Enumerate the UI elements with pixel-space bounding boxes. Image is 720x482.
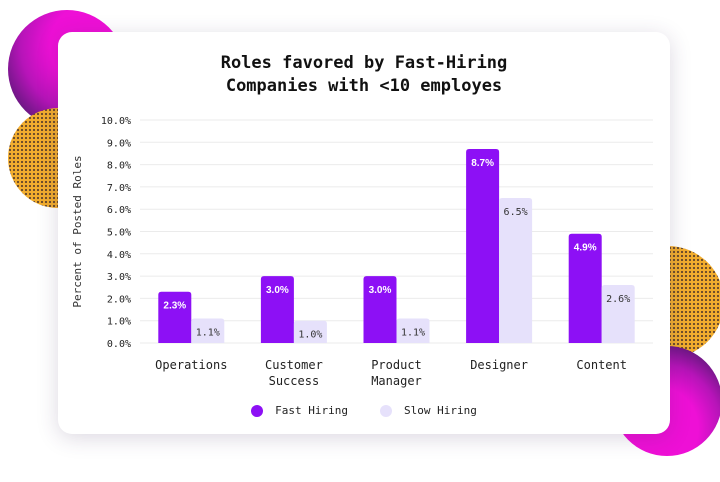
bar-fast-hiring xyxy=(568,233,602,343)
x-tick-label: Product xyxy=(371,358,422,372)
y-tick-label: 3.0% xyxy=(107,272,131,283)
data-label-slow-hiring: 2.6% xyxy=(606,294,630,305)
y-tick-label: 2.0% xyxy=(107,294,131,305)
chart-title-line-1: Roles favored by Fast-Hiring xyxy=(220,53,508,73)
chart-title: Roles favored by Fast-Hiring Companies w… xyxy=(58,52,670,98)
bar-slow-hiring xyxy=(396,318,430,343)
bar-fast-hiring xyxy=(158,291,192,343)
y-tick-label: 10.0% xyxy=(101,116,131,127)
y-tick-label: 4.0% xyxy=(107,250,131,261)
y-tick-label: 8.0% xyxy=(107,161,131,172)
y-tick-label: 0.0% xyxy=(107,339,131,350)
data-label-slow-hiring: 6.5% xyxy=(504,207,528,218)
legend-item-slow-hiring[interactable]: Slow Hiring xyxy=(380,404,477,417)
y-tick-label: 7.0% xyxy=(107,183,131,194)
y-tick-label: 6.0% xyxy=(107,205,131,216)
legend-label-fast-hiring: Fast Hiring xyxy=(275,404,348,417)
legend-item-fast-hiring[interactable]: Fast Hiring xyxy=(251,404,348,417)
legend: Fast Hiring Slow Hiring xyxy=(58,404,670,417)
x-tick-label: Manager xyxy=(371,374,422,388)
x-tick-label: Success xyxy=(269,374,320,388)
bar-fast-hiring xyxy=(466,148,500,343)
data-label-fast-hiring: 3.0% xyxy=(369,285,392,296)
y-tick-label: 1.0% xyxy=(107,317,131,328)
x-tick-label: Content xyxy=(576,358,627,372)
x-tick-label: Customer xyxy=(265,358,323,372)
y-axis-label: Percent of Posted Roles xyxy=(71,155,84,307)
bar-fast-hiring xyxy=(363,276,397,343)
data-label-fast-hiring: 3.0% xyxy=(266,285,289,296)
legend-label-slow-hiring: Slow Hiring xyxy=(404,404,477,417)
bar-slow-hiring xyxy=(601,285,635,343)
legend-swatch-slow-hiring xyxy=(380,404,392,417)
bar-chart: 0.0% 1.0% 2.0% 3.0% 4.0% 5.0% 6.0% 7.0% 8.0% 9.0%… xyxy=(71,116,653,388)
x-tick-label: Operations xyxy=(155,358,227,372)
chart-card: Roles favored by Fast-Hiring Companies w… xyxy=(58,32,670,434)
data-label-fast-hiring: 4.9% xyxy=(574,243,597,254)
data-label-fast-hiring: 8.7% xyxy=(471,158,494,169)
bar-slow-hiring xyxy=(293,320,327,343)
y-tick-label: 5.0% xyxy=(107,228,131,239)
data-label-slow-hiring: 1.1% xyxy=(401,327,425,338)
chart-title-line-2: Companies with <10 employes xyxy=(225,76,503,96)
legend-swatch-fast-hiring xyxy=(251,404,264,417)
x-tick-label: Designer xyxy=(470,358,528,372)
data-label-slow-hiring: 1.0% xyxy=(298,330,322,341)
bar-slow-hiring xyxy=(499,198,533,343)
bar-slow-hiring xyxy=(191,318,225,343)
y-tick-label: 9.0% xyxy=(107,138,131,149)
data-label-slow-hiring: 1.1% xyxy=(196,327,220,338)
data-label-fast-hiring: 2.3% xyxy=(163,301,186,312)
bar-fast-hiring xyxy=(260,276,294,343)
